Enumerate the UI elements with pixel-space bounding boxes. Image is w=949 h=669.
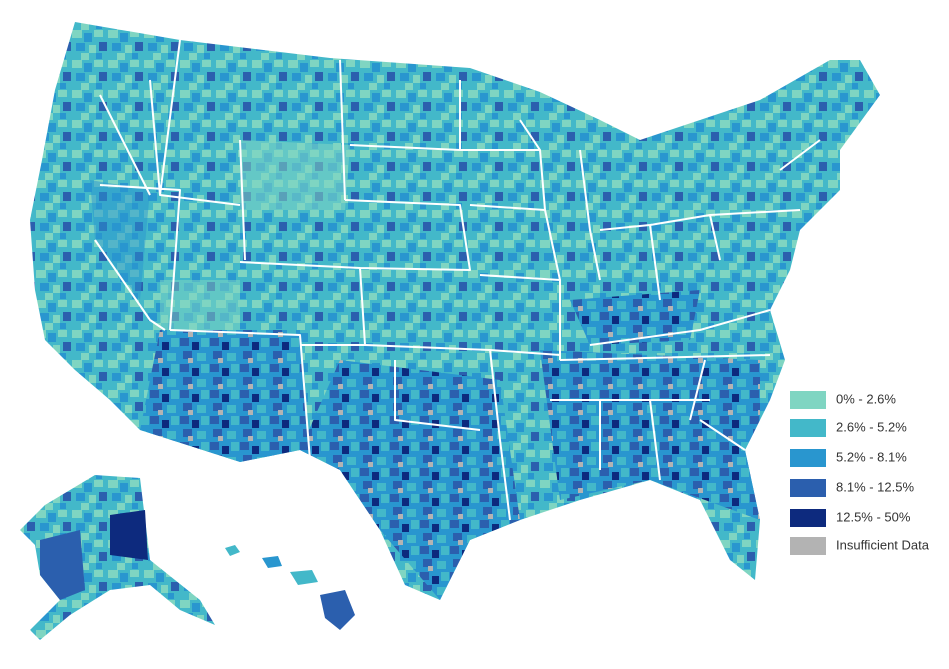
legend-label: 5.2% - 8.1% [836,449,907,464]
legend-label: 2.6% - 5.2% [836,419,907,434]
legend-label: 0% - 2.6% [836,391,896,406]
legend-swatch [790,419,826,437]
legend-label: Insufficient Data [836,537,930,552]
legend-swatch [790,391,826,409]
legend: 0% - 2.6% 2.6% - 5.2% 5.2% - 8.1% 8.1% - 12… [790,391,930,555]
hawaii [225,545,355,630]
contiguous-us [30,22,880,600]
legend-swatch [790,537,826,555]
legend-label: 12.5% - 50% [836,509,911,524]
legend-swatch [790,479,826,497]
legend-swatch [790,449,826,467]
legend-label: 8.1% - 12.5% [836,479,914,494]
alaska [20,475,215,640]
legend-swatch [790,509,826,527]
